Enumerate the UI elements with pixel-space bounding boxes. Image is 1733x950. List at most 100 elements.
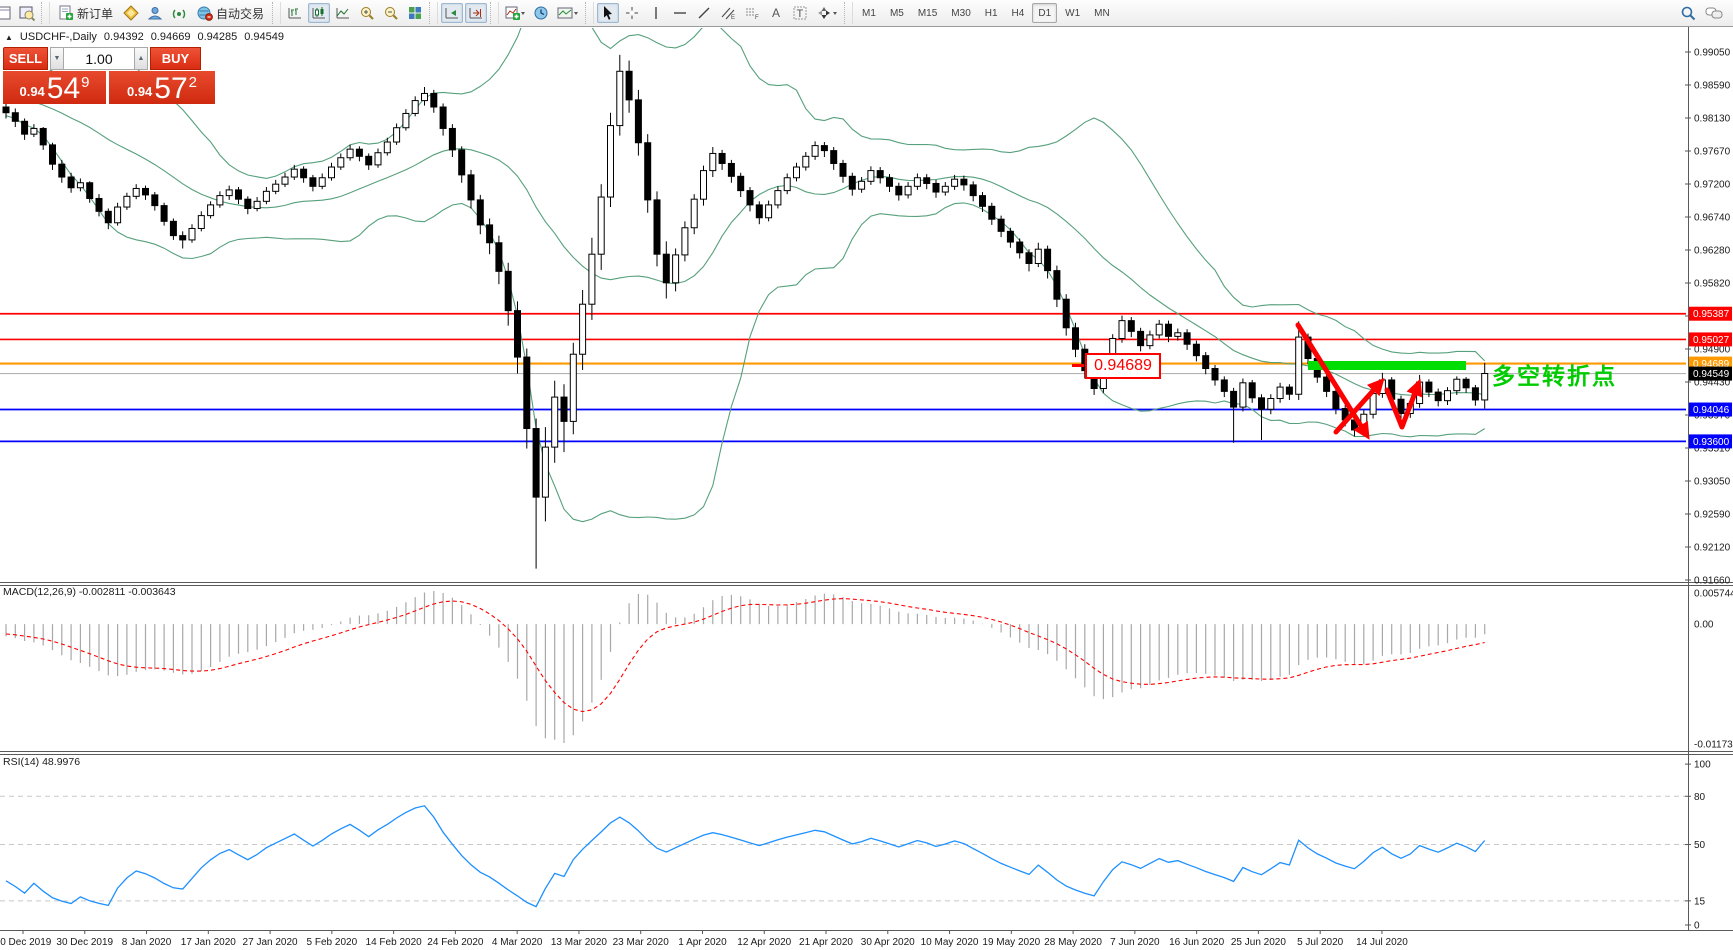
timeframe-m1-button[interactable]: M1 bbox=[862, 7, 876, 19]
one-click-trading-panel: SELL ▼ 1.00 ▲ BUY 0.94 54 9 0.94 57 2 bbox=[3, 47, 215, 104]
tile-windows-icon bbox=[409, 7, 422, 19]
fibonacci-button[interactable]: F bbox=[741, 3, 763, 23]
svg-text:F: F bbox=[755, 15, 759, 21]
timeframe-d1-button[interactable]: D1 bbox=[1032, 3, 1058, 23]
sell-price-panel[interactable]: 0.94 54 9 bbox=[3, 71, 106, 104]
toolbar-separator bbox=[41, 2, 50, 24]
timeframe-m5-button[interactable]: M5 bbox=[889, 7, 904, 19]
arrows-icon bbox=[818, 7, 838, 19]
bar-chart-button[interactable] bbox=[284, 3, 306, 23]
signals-button[interactable] bbox=[168, 3, 190, 23]
equidistant-channel-icon: E bbox=[721, 7, 735, 21]
periods-clock-icon bbox=[534, 6, 548, 20]
price-axis[interactable] bbox=[1689, 27, 1733, 930]
volume-input[interactable]: 1.00 bbox=[64, 47, 134, 70]
buy-price-point: 2 bbox=[188, 74, 198, 91]
new-order-label: 新订单 bbox=[77, 6, 114, 21]
candlestick-chart-icon bbox=[312, 7, 326, 19]
auto-scroll-icon bbox=[445, 8, 459, 19]
timeframe-m30-button[interactable]: M30 bbox=[951, 7, 971, 19]
arrows-button[interactable] bbox=[813, 3, 841, 23]
timeframe-toolbar: M1 M5 M15 M30 H1 H4 D1 W1 MN bbox=[855, 3, 1117, 23]
svg-text:A: A bbox=[772, 6, 780, 20]
bar-chart-icon bbox=[288, 8, 302, 19]
autotrading-icon bbox=[197, 6, 213, 21]
timeframe-m15-button[interactable]: M15 bbox=[917, 7, 938, 19]
timeframe-h1-button[interactable]: H1 bbox=[984, 7, 998, 19]
toolbar-separator bbox=[844, 2, 854, 24]
sell-price-point: 9 bbox=[81, 74, 90, 91]
svg-text:T: T bbox=[797, 8, 804, 20]
vertical-line-button[interactable] bbox=[645, 3, 667, 23]
data-window-button[interactable] bbox=[16, 3, 38, 23]
text-label-button[interactable]: T bbox=[789, 3, 811, 23]
toolbar-separator bbox=[272, 2, 282, 24]
vertical-line-icon bbox=[655, 7, 657, 19]
indicators-button[interactable] bbox=[502, 3, 528, 23]
ohlc-open: 0.94392 bbox=[103, 31, 144, 43]
line-chart-icon bbox=[336, 8, 350, 19]
zoom-in-button[interactable] bbox=[356, 3, 378, 23]
rsi-indicator-label: RSI(14) 48.9976 bbox=[3, 756, 81, 768]
metaeditor-icon bbox=[123, 5, 139, 21]
cursor-icon bbox=[604, 6, 613, 20]
sell-button[interactable]: SELL bbox=[3, 47, 48, 70]
line-chart-button[interactable] bbox=[332, 3, 354, 23]
template-button[interactable] bbox=[554, 3, 582, 23]
chat-button[interactable] bbox=[1702, 3, 1727, 23]
price-level-tag[interactable]: 0.94689 bbox=[1072, 353, 1161, 379]
text-button[interactable]: A bbox=[765, 3, 787, 23]
crosshair-icon bbox=[626, 7, 639, 19]
annotation-note-text[interactable]: 多空转折点 bbox=[1492, 363, 1617, 389]
rsi-panel[interactable] bbox=[0, 754, 1688, 930]
autotrading-label: 自动交易 bbox=[216, 6, 265, 21]
chart-window-button[interactable] bbox=[0, 3, 14, 23]
chart-shift-icon bbox=[469, 8, 483, 19]
sell-price-pips: 54 bbox=[46, 72, 81, 105]
symbol-name: USDCHF-,Daily bbox=[19, 31, 97, 43]
trendline-button[interactable] bbox=[693, 3, 715, 23]
candlestick-chart-button[interactable] bbox=[308, 3, 331, 23]
cursor-button[interactable] bbox=[597, 3, 620, 23]
search-button[interactable] bbox=[1677, 3, 1700, 23]
tile-windows-button[interactable] bbox=[404, 3, 426, 23]
chart-shift-button[interactable] bbox=[465, 3, 488, 23]
mql5-community-icon bbox=[147, 7, 163, 20]
horizontal-line-button[interactable] bbox=[669, 3, 691, 23]
horizontal-line-icon bbox=[674, 12, 687, 14]
ohlc-close: 0.94549 bbox=[244, 31, 284, 43]
timeframe-mn-button[interactable]: MN bbox=[1094, 7, 1110, 19]
main-chart-panel[interactable] bbox=[0, 27, 1688, 583]
chat-icon bbox=[1705, 7, 1723, 19]
symbol-ohlc-line: ▲ USDCHF-,Daily 0.94392 0.94669 0.94285 … bbox=[5, 31, 284, 43]
mql5-community-button[interactable] bbox=[144, 3, 166, 23]
buy-price-pips: 57 bbox=[154, 72, 188, 105]
new-order-icon bbox=[59, 5, 73, 20]
chart-window-icon bbox=[0, 6, 11, 20]
macd-indicator-label: MACD(12,26,9) -0.002811 -0.003643 bbox=[3, 586, 176, 598]
metaeditor-button[interactable] bbox=[120, 3, 142, 23]
crosshair-button[interactable] bbox=[621, 3, 643, 23]
signals-icon bbox=[172, 9, 186, 19]
buy-button[interactable]: BUY bbox=[150, 47, 201, 70]
auto-scroll-button[interactable] bbox=[441, 3, 464, 23]
periods-button[interactable] bbox=[530, 3, 552, 23]
zoom-out-button[interactable] bbox=[380, 3, 402, 23]
date-axis[interactable] bbox=[0, 931, 1733, 950]
buy-price-panel[interactable]: 0.94 57 2 bbox=[109, 71, 215, 104]
volume-increase-button[interactable]: ▲ bbox=[134, 47, 148, 70]
template-icon bbox=[557, 7, 579, 19]
collapse-one-click-icon[interactable]: ▲ bbox=[5, 32, 13, 42]
volume-decrease-button[interactable]: ▼ bbox=[50, 47, 64, 70]
autotrading-button[interactable]: 自动交易 bbox=[192, 3, 269, 23]
toolbar-separator bbox=[490, 2, 500, 24]
macd-panel[interactable] bbox=[0, 584, 1688, 753]
svg-text:E: E bbox=[731, 15, 735, 21]
zoom-in-icon bbox=[361, 7, 374, 20]
timeframe-w1-button[interactable]: W1 bbox=[1065, 7, 1081, 19]
equidistant-channel-button[interactable]: E bbox=[717, 3, 739, 23]
text-icon: A bbox=[772, 6, 780, 20]
new-order-button[interactable]: 新订单 bbox=[53, 3, 118, 23]
chart-area: 0.99050 0.98590 0.98130 0.97670 0.97200 0.967… bbox=[0, 27, 1733, 950]
timeframe-h4-button[interactable]: H4 bbox=[1011, 7, 1025, 19]
